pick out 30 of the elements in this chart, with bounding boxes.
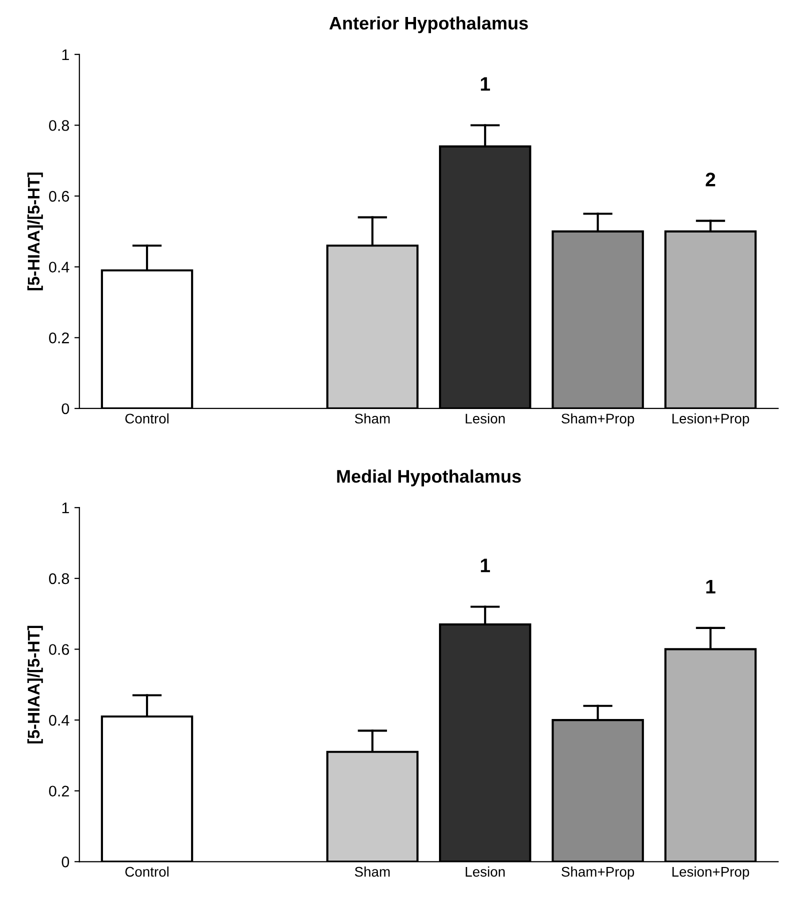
x-tick-label: Lesion (466, 413, 505, 424)
annotation: 2 (706, 172, 716, 186)
chart-title: Medial Hypothalamus (337, 470, 521, 486)
x-tick-label: Lesion+Prop (672, 866, 750, 880)
x-tick-label: Sham+Prop (562, 866, 634, 880)
y-tick-label: 1 (62, 502, 69, 514)
annotation: 1 (480, 77, 490, 91)
x-tick-label: Lesion (466, 866, 505, 877)
x-tick-label: Control (125, 413, 168, 424)
y-tick-label: 0.4 (49, 262, 70, 273)
y-axis-title: [5-HIAA]/[5-HT] (27, 626, 43, 744)
y-tick-label: 1 (62, 49, 69, 60)
x-tick-label: Sham (354, 413, 390, 424)
annotation: 1 (706, 580, 716, 594)
y-tick-label: 0 (62, 856, 70, 868)
annotation: 1 (480, 558, 490, 572)
x-tick-label: Sham+Prop (562, 413, 634, 426)
x-tick-label: Lesion+Prop (672, 413, 750, 426)
x-tick-label: Control (125, 866, 168, 877)
y-tick-label: 0.4 (49, 714, 70, 726)
x-tick-label: Sham (354, 866, 390, 877)
chart-title: Anterior Hypothalamus (329, 16, 528, 34)
y-tick-label: 0.2 (49, 786, 69, 797)
y-tick-label: 0.6 (49, 190, 70, 202)
y-tick-label: 0.6 (49, 644, 70, 655)
y-tick-label: 0.8 (49, 120, 70, 131)
y-tick-label: 0.2 (49, 332, 69, 344)
y-tick-label: 0.8 (49, 573, 70, 584)
y-tick-label: 0 (62, 403, 70, 414)
y-axis-title: [5-HIAA]/[5-HT] (27, 172, 43, 290)
